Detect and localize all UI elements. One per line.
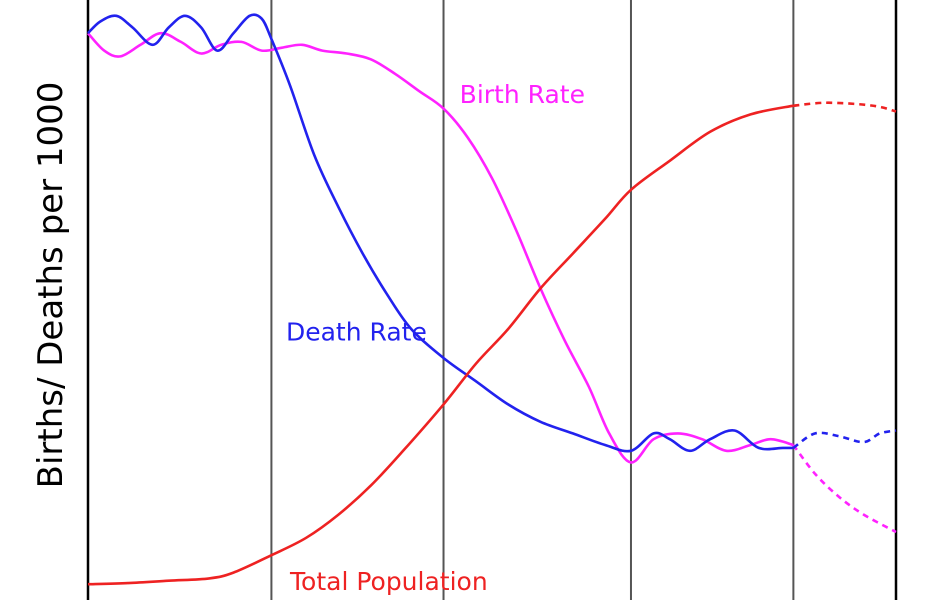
total-population-projection-line [793,101,897,113]
birth-rate-projection-line [792,444,897,534]
birth-rate-line [87,31,794,464]
death-rate-line [87,13,794,453]
birth-rate-annotation: Birth Rate [460,80,585,109]
y-axis-label: Births/ Deaths per 1000 [31,82,71,489]
death-rate-projection-line [792,429,897,449]
total-population-annotation: Total Population [289,567,488,596]
series-annotations: Birth Rate Death Rate Total Population [286,80,585,596]
series-lines [87,13,897,586]
total-population-line [87,104,794,586]
death-rate-annotation: Death Rate [286,318,427,347]
stage-dividers [86,0,898,600]
